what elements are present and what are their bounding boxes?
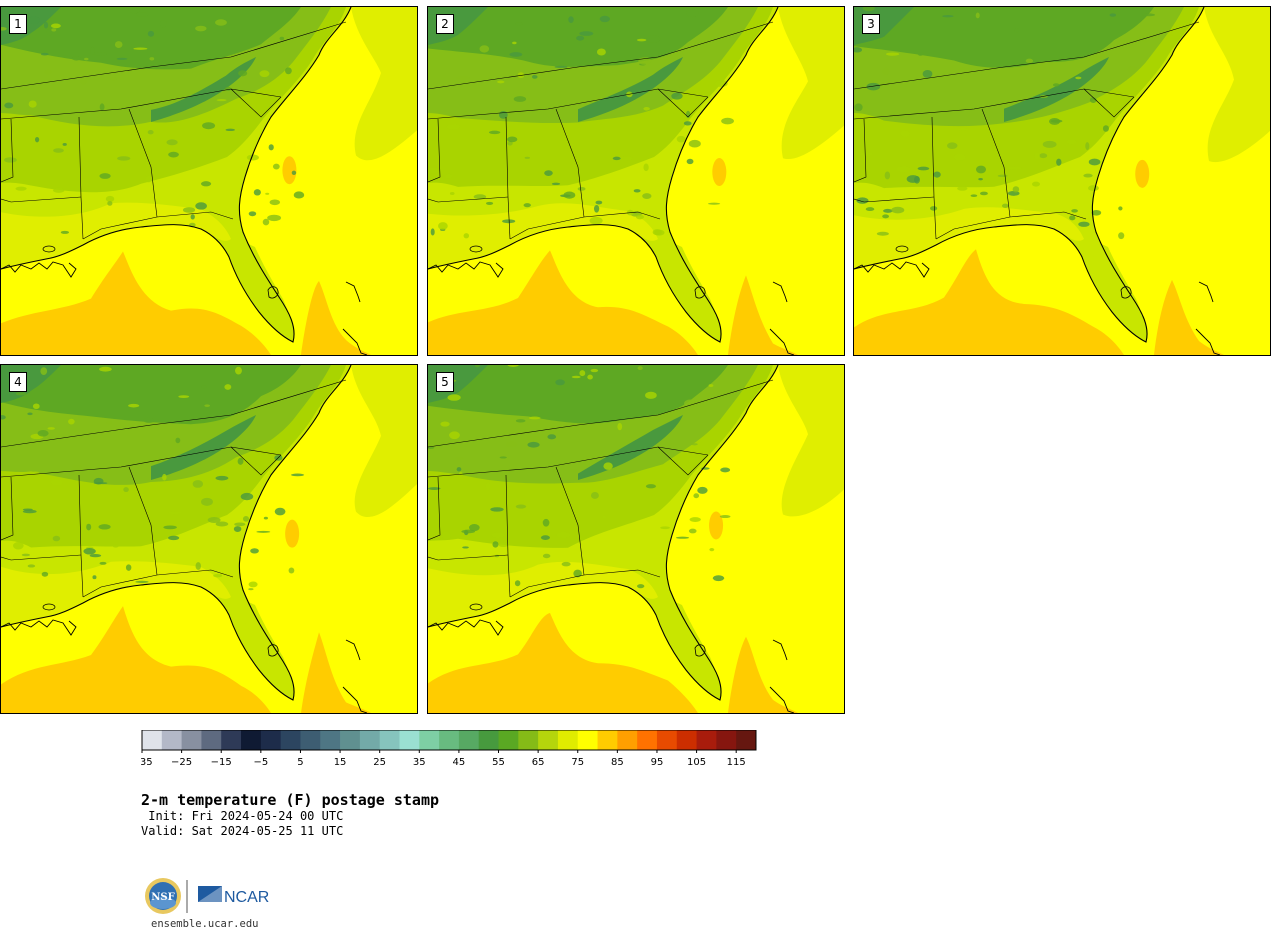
colorbar-tick-label: −25 (171, 757, 192, 768)
colorbar-swatch (379, 730, 400, 750)
colorbar-swatch (736, 730, 757, 750)
colorbar-swatch (221, 730, 242, 750)
panel-4: 4 (0, 364, 418, 714)
colorbar-swatch (478, 730, 500, 750)
colorbar-tick-label: −5 (253, 757, 268, 768)
website-url: ensemble.ucar.edu (151, 918, 259, 930)
colorbar-tick-label: 5 (297, 757, 303, 768)
colorbar-swatch (439, 730, 460, 750)
colorbar-swatch (716, 730, 737, 750)
colorbar-swatch (557, 730, 579, 750)
colorbar-swatch (359, 730, 381, 750)
colorbar-swatch (656, 730, 678, 750)
colorbar-swatch (161, 730, 183, 750)
colorbar-tick-label: 65 (532, 757, 545, 768)
colorbar-swatch (518, 730, 539, 750)
colorbar-swatch (676, 730, 698, 750)
temperature-map (428, 365, 844, 713)
colorbar-swatch (399, 730, 420, 750)
valid-time: Valid: Sat 2024-05-25 11 UTC (141, 824, 344, 838)
colorbar-swatch (142, 730, 163, 750)
temperature-map (428, 7, 844, 355)
colorbar-swatch (637, 730, 658, 750)
panel-3: 3 (853, 6, 1271, 356)
colorbar-swatch (260, 730, 282, 750)
colorbar: −35 −25 −15 −5 5 15 25 35 45 55 65 75 85 95 105 115 (141, 730, 757, 768)
colorbar-swatch (300, 730, 321, 750)
panel-2: 2 (427, 6, 845, 356)
colorbar-swatch (201, 730, 222, 750)
colorbar-swatch (241, 730, 262, 750)
temperature-map (854, 7, 1270, 355)
panel-number: 2 (436, 14, 454, 34)
panel-number: 4 (9, 372, 27, 392)
panel-number: 3 (862, 14, 880, 34)
colorbar-tick-label: 35 (413, 757, 426, 768)
colorbar-swatch (617, 730, 638, 750)
colorbar-swatch (419, 730, 440, 750)
panel-number: 5 (436, 372, 454, 392)
colorbar-swatch (181, 730, 202, 750)
colorbar-swatch (696, 730, 717, 750)
colorbar-tick-label: 55 (492, 757, 505, 768)
nsf-logo-text: NSF (151, 892, 174, 903)
colorbar-swatch (577, 730, 599, 750)
colorbar-swatch (498, 730, 519, 750)
ncar-logo-icon: NCAR (198, 886, 269, 906)
panel-number: 1 (9, 14, 27, 34)
colorbar-swatch (538, 730, 559, 750)
nsf-logo-icon: NSF (145, 878, 181, 914)
colorbar-tick-label: 15 (334, 757, 347, 768)
colorbar-tick-label: 115 (727, 757, 746, 768)
colorbar-tick-label: 75 (571, 757, 584, 768)
temperature-map (1, 7, 417, 355)
colorbar-tick-label: 85 (611, 757, 624, 768)
temperature-map (1, 365, 417, 713)
ncar-logo-text: NCAR (224, 889, 269, 906)
colorbar-tick-label: 95 (651, 757, 664, 768)
colorbar-tick-label: 105 (687, 757, 706, 768)
colorbar-frame (141, 730, 757, 751)
colorbar-swatch (340, 730, 361, 750)
colorbar-swatch (320, 730, 341, 750)
colorbar-tick-label: 45 (453, 757, 466, 768)
logos: NSF NCAR (145, 878, 269, 914)
panel-1: 1 (0, 6, 418, 356)
panel-5: 5 (427, 364, 845, 714)
colorbar-swatch (597, 730, 618, 750)
chart-title: 2-m temperature (F) postage stamp (141, 791, 440, 809)
colorbar-tick-label: −35 (141, 757, 153, 768)
colorbar-swatch (280, 730, 301, 750)
colorbar-tick-label: −15 (211, 757, 232, 768)
colorbar-swatch (458, 730, 480, 750)
init-time: Init: Fri 2024-05-24 00 UTC (141, 809, 344, 823)
colorbar-tick-label: 25 (373, 757, 386, 768)
